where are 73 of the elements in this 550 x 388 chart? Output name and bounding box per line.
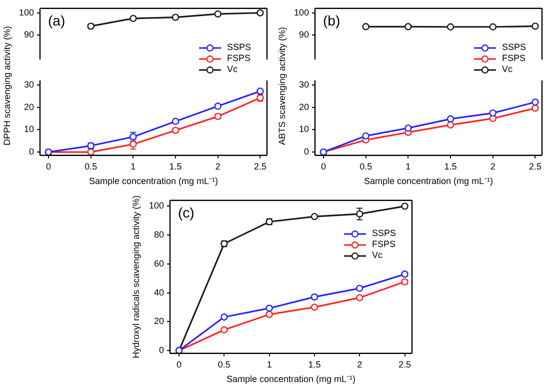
x-tick-label: 1 — [130, 161, 136, 172]
x-tick-label: 0 — [46, 161, 51, 172]
y-tick-label: 40 — [154, 287, 164, 298]
x-tick-label: 2.5 — [398, 359, 412, 370]
point — [130, 14, 137, 22]
y-tick-label: 80 — [154, 230, 164, 240]
y-tick-label: 0 — [28, 146, 34, 157]
legend-label: FSPS — [372, 239, 396, 250]
legend-label: FSPS — [502, 53, 526, 64]
x-tick-label: 0 — [176, 359, 182, 370]
point — [256, 9, 264, 16]
legend-label: SSPS — [372, 228, 396, 239]
point — [310, 304, 318, 311]
y-tick-label: 90 — [24, 30, 34, 40]
point — [87, 148, 94, 156]
chart-title: (c) — [178, 204, 194, 220]
x-tick-label: 0.5 — [218, 359, 230, 370]
legend-label: SSPS — [502, 42, 526, 53]
y-tick-label: 100 — [294, 7, 309, 18]
legend-label: Vc — [226, 64, 238, 75]
legend-label: FSPS — [226, 53, 250, 64]
point — [214, 10, 222, 18]
point — [172, 14, 180, 21]
point — [532, 104, 539, 112]
x-axis-title: Sample concentration (mg mL⁻¹) — [226, 374, 356, 384]
legend-label: Vc — [372, 250, 382, 261]
x-tick-label: 2 — [490, 161, 496, 172]
x-tick-label: 1.5 — [308, 359, 321, 370]
point — [446, 115, 454, 123]
point — [446, 121, 454, 129]
y-tick-label: 30 — [24, 79, 34, 90]
point — [310, 212, 318, 220]
x-tick-label: 1 — [266, 359, 272, 370]
point — [356, 284, 364, 292]
point — [401, 202, 408, 210]
y-tick-label: 90 — [298, 30, 309, 40]
x-tick-label: 2 — [357, 359, 362, 370]
point — [220, 313, 228, 321]
legend-label: SSPS — [226, 42, 251, 53]
point — [356, 210, 364, 218]
x-tick-label: 2.5 — [254, 161, 266, 172]
point — [404, 124, 412, 132]
x-tick-label: 0 — [320, 161, 326, 172]
y-tick-label: 20 — [298, 102, 309, 112]
y-tick-label: 10 — [24, 124, 34, 134]
legend-label: Vc — [502, 64, 512, 75]
y-tick-label: 100 — [18, 7, 34, 18]
x-tick-label: 0.5 — [84, 161, 98, 172]
y-axis-title: Hydroxyl radicals scavenging activity (%) — [130, 195, 141, 358]
x-axis-title: Sample concentration (mg mL⁻¹) — [88, 176, 218, 186]
x-tick-label: 1.5 — [169, 161, 182, 172]
y-tick-label: 60 — [154, 258, 164, 268]
y-tick-label: 20 — [24, 102, 34, 112]
y-tick-label: 30 — [298, 79, 309, 90]
y-tick-label: 10 — [298, 124, 309, 134]
point — [489, 109, 496, 117]
x-axis-title: Sample concentration (mg mL⁻¹) — [364, 176, 494, 186]
y-axis-title: ABTS scavenging activity (%) — [277, 26, 287, 146]
chart-title: (a) — [48, 12, 66, 28]
y-tick-label: 100 — [148, 200, 164, 211]
point — [362, 132, 370, 140]
y-axis-title: DPPH scavenging activity (%) — [2, 26, 12, 146]
y-tick-label: 20 — [154, 316, 164, 326]
x-tick-label: 1 — [406, 161, 411, 172]
point — [266, 310, 273, 318]
point — [532, 98, 539, 106]
chart-title: (b) — [323, 12, 340, 28]
x-tick-label: 1.5 — [444, 161, 457, 172]
x-tick-label: 0.5 — [360, 161, 372, 172]
y-tick-label: 0 — [158, 345, 164, 355]
x-tick-label: 2.5 — [528, 161, 542, 172]
y-tick-label: 0 — [304, 146, 309, 157]
x-tick-label: 2 — [215, 161, 220, 172]
